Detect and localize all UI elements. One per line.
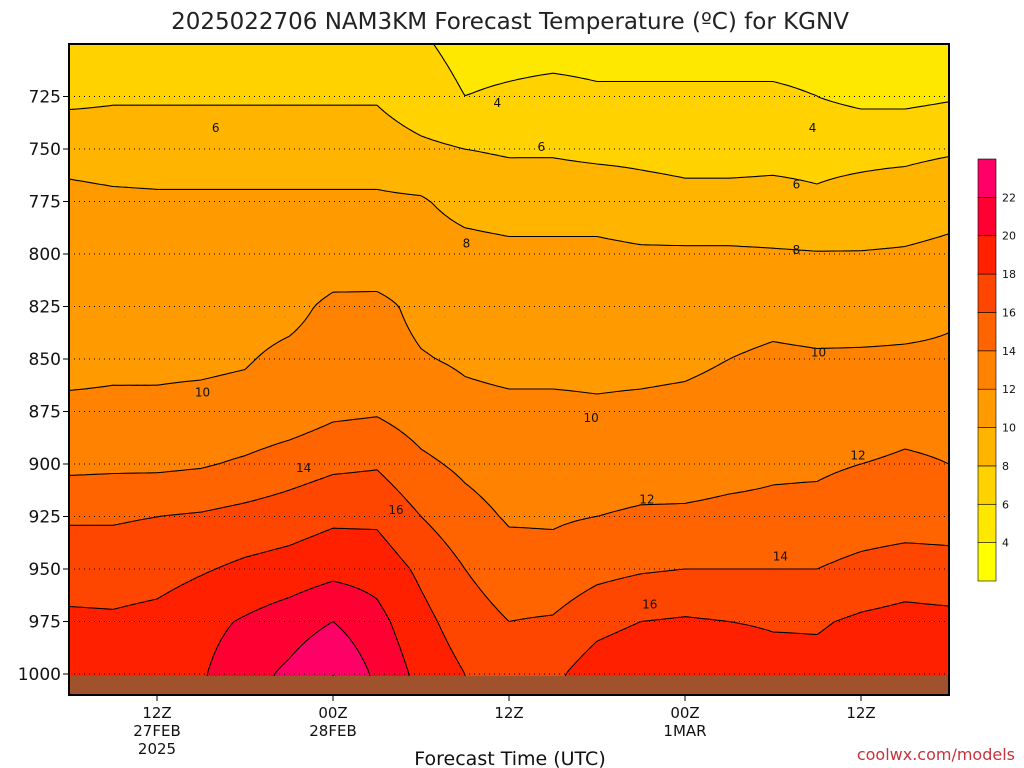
- colorbar-swatch: [977, 388, 997, 428]
- colorbar-swatch: [977, 197, 997, 237]
- colorbar-label: 4: [1002, 537, 1009, 550]
- colorbar-swatch: [977, 542, 997, 582]
- y-tick-label: 900: [29, 455, 61, 475]
- colorbar-label: 22: [1002, 191, 1016, 204]
- y-tick-label: 950: [29, 560, 61, 580]
- colorbar-label: 10: [1002, 422, 1016, 435]
- y-tick-label: 750: [29, 140, 61, 160]
- y-axis-ticks: 725 750 775 800 825 850 875 900 925 950 975 1000: [18, 88, 69, 685]
- contour-label-10: 10: [195, 386, 210, 400]
- x-tick-label: 2025: [138, 740, 176, 758]
- contour-label-12: 12: [639, 493, 654, 507]
- y-tick-label: 800: [29, 245, 61, 265]
- y-tick-label: 975: [29, 613, 61, 633]
- chart-title: 2025022706 NAM3KM Forecast Temperature (…: [171, 9, 849, 35]
- colorbar-label: 20: [1002, 230, 1016, 243]
- x-tick-label: 00Z: [670, 704, 699, 722]
- contour-label-14: 14: [296, 461, 311, 475]
- y-tick-label: 725: [29, 88, 61, 108]
- x-tick-label: 00Z: [318, 704, 347, 722]
- contour-14: [69, 469, 949, 623]
- contour-label-16: 16: [642, 598, 657, 612]
- contour-12: [69, 416, 949, 531]
- contour-labels: 4 4 6 6 6 8 8 10 10 10 12 12 14 14 16 16: [195, 96, 866, 612]
- contour-label-16: 16: [388, 503, 403, 517]
- colorbar-swatch: [977, 312, 997, 352]
- colorbar-swatch: [977, 235, 997, 275]
- credit-link[interactable]: coolwx.com/models: [857, 745, 1015, 764]
- colorbar-label: 16: [1002, 306, 1016, 319]
- contour-18: [206, 580, 410, 695]
- contour-label-4: 4: [493, 96, 501, 110]
- colorbar-swatch: [977, 158, 997, 198]
- y-tick-label: 1000: [18, 665, 61, 685]
- colorbar-label: 6: [1002, 498, 1009, 511]
- colorbar-swatch: [977, 465, 997, 505]
- contour-lines: [69, 44, 949, 695]
- contour-label-4: 4: [809, 121, 817, 135]
- contour-8: [69, 178, 949, 252]
- y-tick-label: 850: [29, 350, 61, 370]
- temperature-field: [69, 44, 949, 695]
- contour-label-10: 10: [583, 411, 598, 425]
- colorbar-swatch: [977, 350, 997, 390]
- pressure-gridlines: [69, 96, 949, 675]
- contour-label-10: 10: [811, 346, 826, 360]
- colorbar-label: 14: [1002, 345, 1016, 358]
- x-tick-label: 12Z: [494, 704, 523, 722]
- ground-surface: [69, 676, 949, 695]
- colorbar-label: 8: [1002, 460, 1009, 473]
- contour-4: [433, 44, 949, 110]
- contour-label-6: 6: [793, 178, 801, 192]
- contour-label-6: 6: [537, 140, 545, 154]
- colorbar-label: 12: [1002, 383, 1016, 396]
- colorbar-legend: 4 6 8 10 12 14 16 18 20 22: [977, 158, 1016, 582]
- colorbar-swatch: [977, 503, 997, 543]
- contour-label-8: 8: [463, 237, 471, 251]
- x-tick-label: 27FEB: [133, 722, 180, 740]
- x-tick-label: 12Z: [846, 704, 875, 722]
- colorbar-swatch: [977, 273, 997, 313]
- contour-6: [69, 104, 949, 185]
- y-tick-label: 925: [29, 508, 61, 528]
- y-tick-label: 825: [29, 298, 61, 318]
- x-tick-label: 28FEB: [309, 722, 356, 740]
- colorbar-swatch: [977, 427, 997, 467]
- colorbar-label: 18: [1002, 268, 1016, 281]
- contour-label-6: 6: [212, 121, 220, 135]
- x-tick-label: 1MAR: [663, 722, 706, 740]
- contour-16: [69, 527, 949, 695]
- contour-label-12: 12: [850, 449, 865, 463]
- x-tick-label: 12Z: [142, 704, 171, 722]
- contour-label-14: 14: [773, 549, 788, 563]
- y-tick-label: 875: [29, 403, 61, 423]
- contour-10: [69, 290, 949, 395]
- contour-label-8: 8: [793, 243, 801, 257]
- x-axis-label: Forecast Time (UTC): [414, 748, 605, 768]
- y-tick-label: 775: [29, 193, 61, 213]
